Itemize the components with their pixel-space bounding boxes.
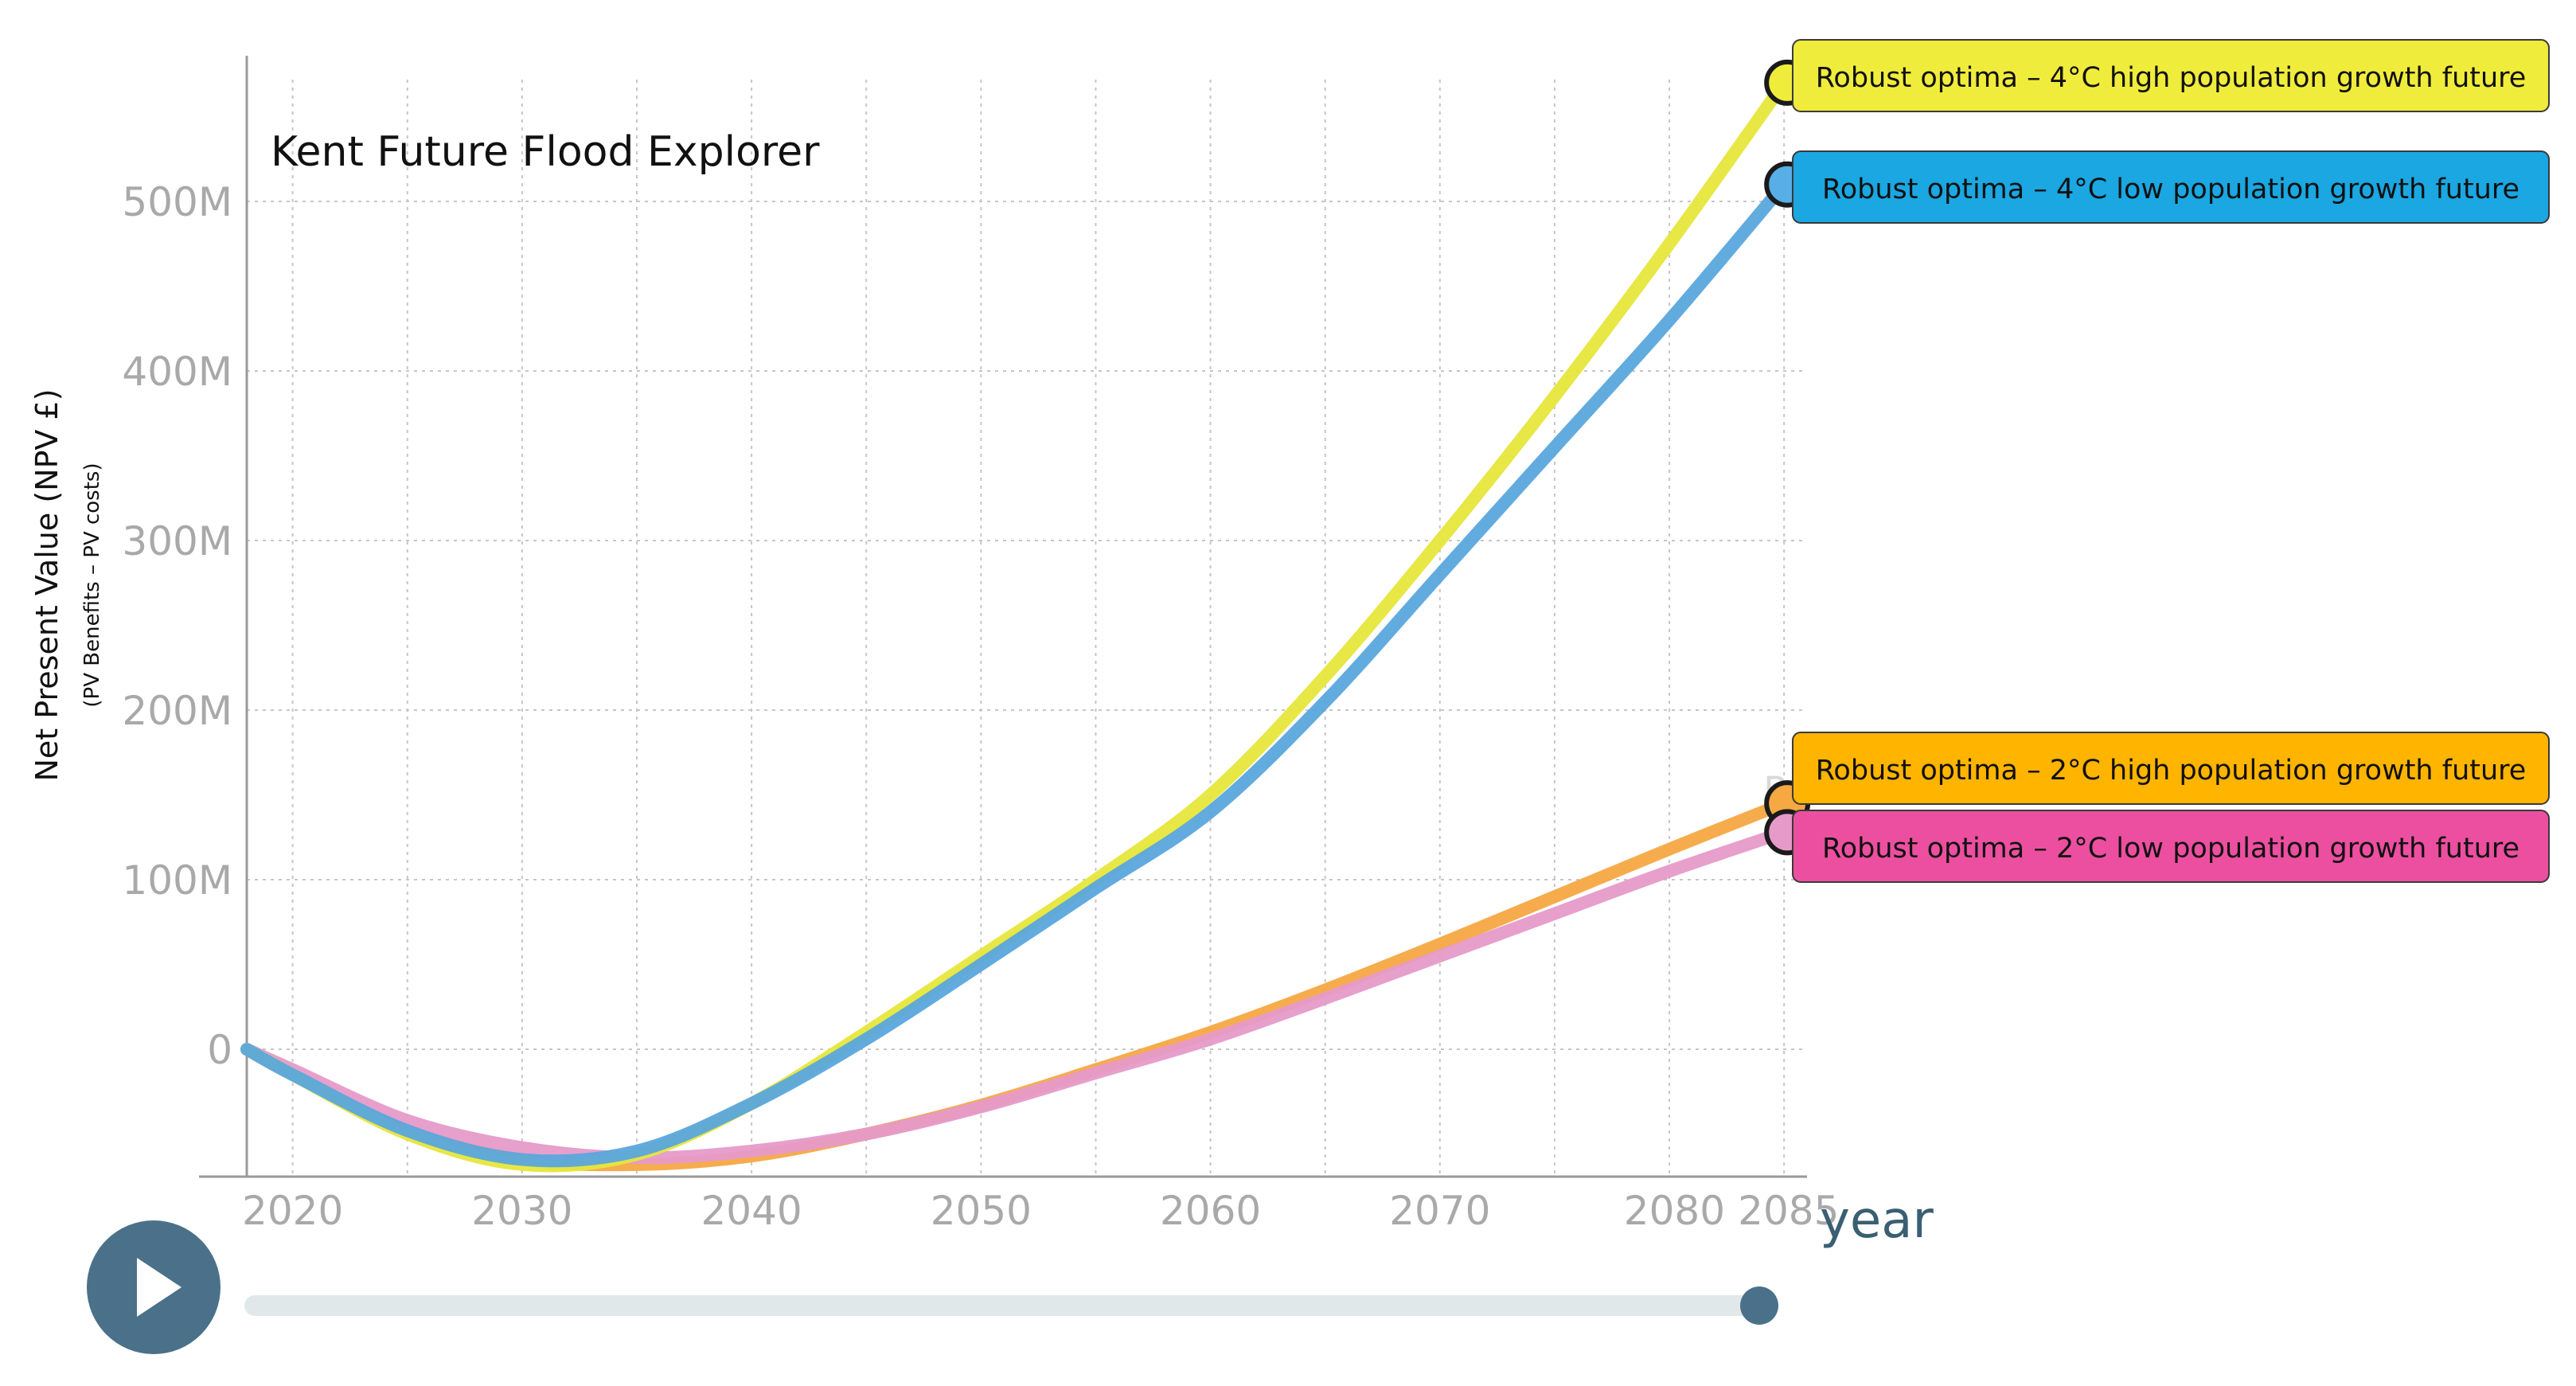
y-tick-label: 400M — [122, 349, 232, 395]
y-tick-label: 200M — [122, 688, 232, 734]
x-tick-label: 2020 — [242, 1188, 343, 1234]
legend: Robust optima – 4°C high population grow… — [1792, 39, 2550, 883]
x-axis-title: year — [1820, 1191, 1934, 1250]
legend-label: Robust optima – 4°C high population grow… — [1816, 62, 2527, 94]
play-icon — [137, 1258, 181, 1317]
axes — [199, 56, 1807, 1178]
series-line-3 — [240, 826, 1791, 1165]
timeline-slider-knob[interactable] — [1740, 1286, 1778, 1325]
legend-box — [1792, 150, 2550, 224]
y-axis-title: Net Present Value (NPV £) — [29, 388, 64, 781]
play-button[interactable] — [87, 1220, 221, 1354]
chart-title: Kent Future Flood Explorer — [271, 128, 820, 176]
x-tick-label: 2070 — [1389, 1188, 1490, 1234]
x-tick-label: 2080 — [1624, 1188, 1725, 1234]
legend-label: Robust optima – 4°C low population growt… — [1822, 174, 2519, 205]
playback-controls — [87, 1220, 1778, 1354]
legend-label: Robust optima – 2°C low population growt… — [1822, 833, 2519, 865]
series-line-2 — [240, 797, 1791, 1172]
series-line-0 — [240, 76, 1791, 1173]
x-tick-label: 2040 — [701, 1188, 802, 1234]
x-tick-label: 2060 — [1160, 1188, 1261, 1234]
legend-entry-1: Robust optima – 4°C low population growt… — [1792, 150, 2550, 224]
series-lines: Robust — [240, 59, 1895, 1173]
y-tick-label: 500M — [122, 179, 232, 225]
legend-entry-2: Robust optima – 2°C high population grow… — [1792, 732, 2550, 805]
legend-entry-3: Robust optima – 2°C low population growt… — [1792, 810, 2550, 883]
y-tick-label: 0 — [207, 1027, 232, 1073]
y-axis-label: Net Present Value (NPV £) (PV Benefits –… — [29, 388, 104, 781]
grid — [246, 80, 1807, 1177]
y-tick-label: 100M — [122, 857, 232, 904]
y-tick-label: 300M — [122, 518, 232, 564]
y-axis-subtitle: (PV Benefits – PV costs) — [80, 463, 104, 707]
legend-box — [1792, 810, 2550, 883]
tick-labels: 2020 2030 2040 2050 2060 2070 2080 2085 0 100M 200… — [122, 179, 1839, 1234]
x-tick-label: 2030 — [471, 1188, 572, 1234]
legend-entry-0: Robust optima – 4°C high population grow… — [1792, 39, 2550, 112]
legend-box — [1792, 39, 2550, 112]
x-tick-label: 2050 — [931, 1188, 1032, 1234]
series-line-1 — [240, 178, 1791, 1168]
legend-box — [1792, 732, 2550, 805]
legend-label: Robust optima – 2°C high population grow… — [1816, 755, 2527, 787]
x-tick-label: 2085 — [1738, 1188, 1839, 1234]
